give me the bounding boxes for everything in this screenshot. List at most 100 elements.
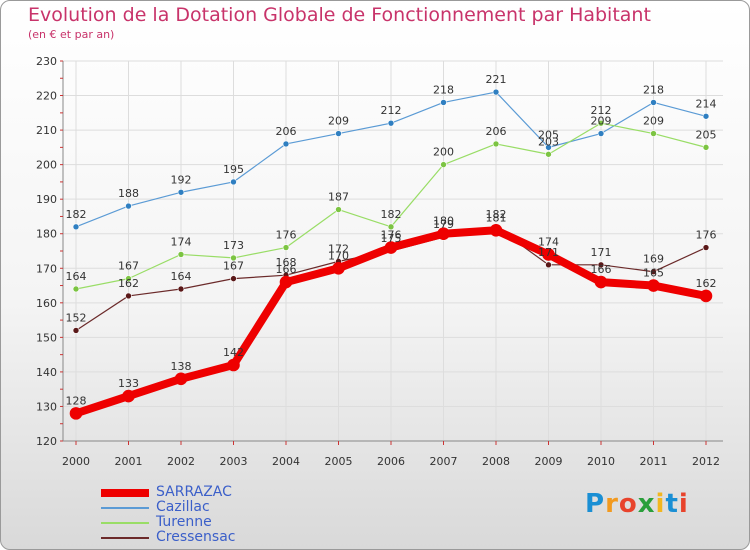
point-turenne bbox=[125, 275, 132, 282]
point-turenne bbox=[282, 244, 290, 251]
point-cazillac bbox=[72, 223, 80, 231]
x-tick-label: 2007 bbox=[430, 455, 458, 468]
data-label-cazillac: 209 bbox=[328, 115, 349, 128]
y-tick-label: 220 bbox=[36, 90, 57, 103]
data-label-cressensac: 182 bbox=[486, 208, 507, 221]
legend-swatch bbox=[101, 522, 149, 524]
y-tick-label: 160 bbox=[36, 297, 57, 310]
data-label-sarrazac: 142 bbox=[223, 346, 244, 359]
data-label-cazillac: 218 bbox=[643, 83, 664, 96]
data-label-turenne: 173 bbox=[223, 239, 244, 252]
x-tick-label: 2006 bbox=[377, 455, 405, 468]
point-turenne bbox=[335, 206, 342, 213]
point-cressensac bbox=[230, 275, 237, 282]
data-label-sarrazac: 166 bbox=[591, 263, 612, 276]
data-label-cazillac: 206 bbox=[276, 125, 297, 138]
point-cressensac bbox=[650, 268, 657, 276]
data-labels: 1821881921952062092122182212052092182141… bbox=[66, 73, 717, 407]
legend: SARRAZAC Cazillac Turenne Cressensac bbox=[101, 484, 301, 546]
x-tick-label: 2000 bbox=[62, 455, 90, 468]
logo-letter: P bbox=[585, 489, 606, 519]
point-sarrazac bbox=[332, 261, 345, 275]
y-tick-label: 190 bbox=[36, 193, 57, 206]
y-tick-label: 230 bbox=[36, 55, 57, 68]
data-label-cazillac: 182 bbox=[66, 208, 87, 221]
point-turenne bbox=[177, 251, 185, 258]
point-turenne bbox=[72, 285, 80, 293]
axes: 120 130 140 150 160 170 180 190 200 210 220 230 2000… bbox=[36, 55, 723, 468]
x-tick-label: 2003 bbox=[220, 455, 248, 468]
logo-letter: x bbox=[637, 489, 656, 519]
point-cazillac bbox=[335, 130, 342, 137]
data-label-cressensac: 175 bbox=[381, 232, 402, 245]
data-label-turenne: 176 bbox=[276, 229, 297, 242]
point-turenne bbox=[545, 150, 552, 158]
data-label-turenne: 200 bbox=[433, 146, 454, 159]
x-tick-label: 2001 bbox=[115, 455, 143, 468]
data-label-cressensac: 171 bbox=[591, 246, 612, 259]
y-tick-label: 150 bbox=[36, 331, 57, 344]
point-cressensac bbox=[545, 261, 552, 269]
point-turenne bbox=[387, 223, 395, 231]
legend-item-sarrazac: SARRAZAC bbox=[101, 484, 301, 501]
point-sarrazac bbox=[122, 389, 135, 403]
point-sarrazac bbox=[437, 227, 450, 241]
chart-title: Evolution de la Dotation Globale de Fonc… bbox=[28, 4, 651, 26]
proxiti-logo: Proxiti bbox=[585, 489, 689, 519]
data-label-turenne: 206 bbox=[486, 125, 507, 138]
point-sarrazac bbox=[69, 407, 83, 420]
point-cressensac bbox=[597, 261, 605, 269]
series-layer bbox=[69, 88, 713, 420]
legend-swatch bbox=[101, 489, 149, 497]
data-label-sarrazac: 133 bbox=[118, 377, 139, 390]
point-turenne bbox=[650, 130, 657, 137]
point-sarrazac bbox=[542, 248, 555, 261]
point-cazillac bbox=[492, 88, 500, 96]
legend-swatch bbox=[101, 507, 149, 509]
data-label-cazillac: 205 bbox=[538, 128, 559, 141]
point-sarrazac bbox=[384, 241, 398, 254]
data-label-turenne: 164 bbox=[66, 270, 87, 283]
data-label-turenne: 182 bbox=[381, 208, 402, 221]
data-label-cazillac: 221 bbox=[486, 73, 507, 86]
point-cazillac bbox=[597, 130, 605, 137]
data-label-sarrazac: 174 bbox=[538, 235, 559, 248]
data-label-sarrazac: 128 bbox=[66, 394, 87, 407]
y-tick-label: 130 bbox=[36, 400, 57, 413]
data-label-cressensac: 172 bbox=[328, 242, 349, 255]
point-cressensac bbox=[125, 292, 132, 300]
x-tick-label: 2002 bbox=[167, 455, 195, 468]
data-label-turenne: 187 bbox=[328, 191, 349, 204]
data-label-cazillac: 188 bbox=[118, 187, 139, 200]
point-cazillac bbox=[177, 188, 185, 196]
point-cressensac bbox=[177, 285, 185, 293]
point-sarrazac bbox=[699, 289, 713, 303]
logo-letter: o bbox=[618, 489, 638, 519]
data-label-turenne: 174 bbox=[171, 235, 192, 248]
point-turenne bbox=[597, 119, 605, 127]
legend-label: SARRAZAC bbox=[156, 484, 232, 500]
data-label-cressensac: 169 bbox=[643, 253, 664, 266]
point-cazillac bbox=[440, 99, 447, 106]
x-tick-label: 2011 bbox=[640, 455, 668, 468]
point-sarrazac bbox=[174, 372, 188, 386]
data-label-turenne: 205 bbox=[696, 128, 717, 141]
point-sarrazac bbox=[279, 275, 293, 289]
logo-letter: i bbox=[678, 489, 689, 519]
data-label-sarrazac: 181 bbox=[486, 211, 507, 224]
point-cazillac bbox=[545, 144, 552, 151]
point-cazillac bbox=[282, 140, 290, 148]
legend-label: Cressensac bbox=[156, 529, 236, 545]
point-cazillac bbox=[230, 178, 237, 186]
point-cressensac bbox=[72, 327, 80, 334]
legend-item-turenne: Turenne bbox=[101, 514, 301, 531]
x-tick-label: 2008 bbox=[482, 455, 510, 468]
legend-label: Turenne bbox=[156, 514, 212, 530]
data-label-cressensac: 167 bbox=[223, 260, 244, 273]
point-sarrazac bbox=[227, 358, 240, 372]
logo-letter: r bbox=[605, 489, 619, 519]
logo-letter: t bbox=[665, 489, 679, 519]
point-sarrazac bbox=[594, 275, 608, 289]
legend-swatch bbox=[101, 537, 149, 539]
